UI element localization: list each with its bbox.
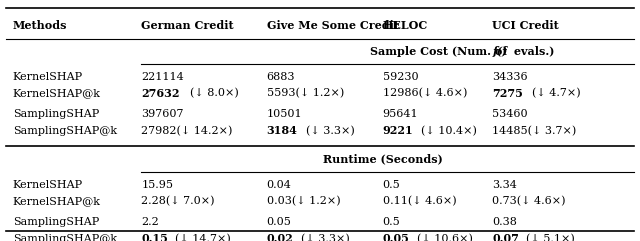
Text: KernelSHAP: KernelSHAP	[13, 72, 83, 82]
Text: 9221: 9221	[383, 125, 413, 136]
Text: KernelSHAP@k: KernelSHAP@k	[13, 88, 100, 99]
Text: 27632: 27632	[141, 88, 180, 99]
Text: 15.95: 15.95	[141, 180, 173, 190]
Text: 0.73(↓ 4.6×): 0.73(↓ 4.6×)	[493, 196, 566, 207]
Text: 0.05: 0.05	[383, 233, 410, 241]
Text: SamplingSHAP@k: SamplingSHAP@k	[13, 126, 116, 136]
Text: 0.02: 0.02	[267, 233, 293, 241]
Text: SamplingSHAP@k: SamplingSHAP@k	[13, 234, 116, 241]
Text: 0.07: 0.07	[493, 233, 519, 241]
Text: 0.5: 0.5	[383, 217, 401, 227]
Text: evals.): evals.)	[510, 46, 554, 57]
Text: 221114: 221114	[141, 72, 184, 82]
Text: 10501: 10501	[267, 109, 302, 119]
Text: (↓ 10.4×): (↓ 10.4×)	[422, 126, 477, 136]
Text: 0.03(↓ 1.2×): 0.03(↓ 1.2×)	[267, 196, 340, 207]
Text: SamplingSHAP: SamplingSHAP	[13, 109, 99, 119]
Text: 5593(↓ 1.2×): 5593(↓ 1.2×)	[267, 88, 344, 99]
Text: 2.2: 2.2	[141, 217, 159, 227]
Text: 0.04: 0.04	[267, 180, 292, 190]
Text: 0.5: 0.5	[383, 180, 401, 190]
Text: 3.34: 3.34	[493, 180, 517, 190]
Text: 59230: 59230	[383, 72, 419, 82]
Text: (↓ 4.7×): (↓ 4.7×)	[532, 88, 580, 99]
Text: Give Me Some Credit: Give Me Some Credit	[267, 20, 399, 31]
Text: 0.05: 0.05	[267, 217, 292, 227]
Text: f(): f()	[493, 46, 508, 57]
Text: (↓ 3.3×): (↓ 3.3×)	[301, 234, 349, 241]
Text: (↓ 3.3×): (↓ 3.3×)	[306, 126, 355, 136]
Text: 34336: 34336	[493, 72, 528, 82]
Text: 53460: 53460	[493, 109, 528, 119]
Text: 7275: 7275	[493, 88, 524, 99]
Text: (↓ 5.1×): (↓ 5.1×)	[527, 234, 575, 241]
Text: German Credit: German Credit	[141, 20, 234, 31]
Text: 6883: 6883	[267, 72, 295, 82]
Text: Methods: Methods	[13, 20, 67, 31]
Text: 95641: 95641	[383, 109, 419, 119]
Text: 0.11(↓ 4.6×): 0.11(↓ 4.6×)	[383, 196, 456, 207]
Text: HELOC: HELOC	[383, 20, 428, 31]
Text: (↓ 8.0×): (↓ 8.0×)	[190, 88, 239, 99]
Text: (↓ 10.6×): (↓ 10.6×)	[417, 234, 472, 241]
Text: Runtime (Seconds): Runtime (Seconds)	[323, 154, 443, 165]
Text: 0.15: 0.15	[141, 233, 168, 241]
Text: (↓ 14.7×): (↓ 14.7×)	[175, 234, 231, 241]
Text: UCI Credit: UCI Credit	[493, 20, 559, 31]
Text: KernelSHAP: KernelSHAP	[13, 180, 83, 190]
Text: KernelSHAP@k: KernelSHAP@k	[13, 197, 100, 207]
Text: 12986(↓ 4.6×): 12986(↓ 4.6×)	[383, 88, 467, 99]
Text: 3184: 3184	[267, 125, 298, 136]
Text: 14485(↓ 3.7×): 14485(↓ 3.7×)	[493, 126, 577, 136]
Text: Sample Cost (Num. of: Sample Cost (Num. of	[370, 46, 511, 57]
Text: SamplingSHAP: SamplingSHAP	[13, 217, 99, 227]
Text: 2.28(↓ 7.0×): 2.28(↓ 7.0×)	[141, 196, 215, 207]
Text: 397607: 397607	[141, 109, 184, 119]
Text: 0.38: 0.38	[493, 217, 517, 227]
Text: 27982(↓ 14.2×): 27982(↓ 14.2×)	[141, 126, 232, 136]
